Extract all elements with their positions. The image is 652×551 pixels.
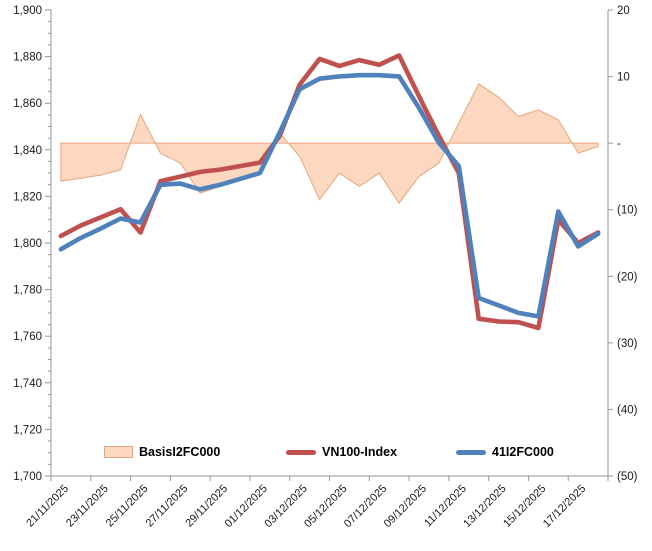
x-axis-date-label: 23/11/2025 (64, 483, 111, 530)
legend-label-vn100: VN100-Index (322, 445, 398, 459)
right-axis-tick-label: (30) (617, 338, 638, 350)
left-axis-tick-label: 1,780 (13, 285, 42, 297)
right-axis-tick-label: - (617, 138, 621, 150)
left-axis-tick-label: 1,860 (13, 98, 42, 110)
vn100-index-line-series (58, 53, 601, 331)
left-axis-tick-label: 1,700 (13, 471, 42, 483)
x-axis-date-label: 09/12/2025 (382, 483, 429, 530)
x-axis-date-label: 17/12/2025 (541, 483, 588, 530)
right-axis-tick-label: (40) (617, 404, 638, 416)
basis-area-series (60, 83, 599, 204)
legend-item-41i2fc000: 41I2FC000 (456, 444, 554, 460)
right-axis-tick-label: (50) (617, 471, 638, 483)
left-axis-tick-label: 1,880 (13, 52, 42, 64)
left-axis-tick-label: 1,840 (13, 145, 42, 157)
right-axis-tick-label: (20) (617, 271, 638, 283)
right-axis-tick-label: 10 (617, 72, 630, 84)
x-axis-date-label: 27/11/2025 (144, 483, 191, 530)
left-axis-tick-label: 1,760 (13, 331, 42, 343)
left-axis-tick-label: 1,720 (13, 424, 42, 436)
right-axis-tick-label: (10) (617, 205, 638, 217)
left-axis-tick-label: 1,900 (13, 5, 42, 17)
legend-label-basis: BasisI2FC000 (139, 445, 221, 459)
legend-item-basis: BasisI2FC000 (104, 444, 220, 460)
futures-41i2fc000-line-series (58, 72, 601, 319)
left-axis-tick-label: 1,800 (13, 238, 42, 250)
x-axis-date-label: 21/11/2025 (24, 483, 71, 530)
right-axis-tick-label: 20 (617, 5, 630, 17)
futures-line-swatch (456, 449, 486, 455)
legend-item-vn100: VN100-Index (286, 444, 397, 460)
left-axis-tick-label: 1,820 (13, 191, 42, 203)
legend-label-41i2fc000: 41I2FC000 (492, 445, 554, 459)
x-axis-date-label: 25/11/2025 (104, 483, 151, 530)
basis-area-swatch (104, 446, 133, 458)
left-axis-tick-label: 1,740 (13, 378, 42, 390)
vn100-line-swatch (286, 449, 316, 455)
